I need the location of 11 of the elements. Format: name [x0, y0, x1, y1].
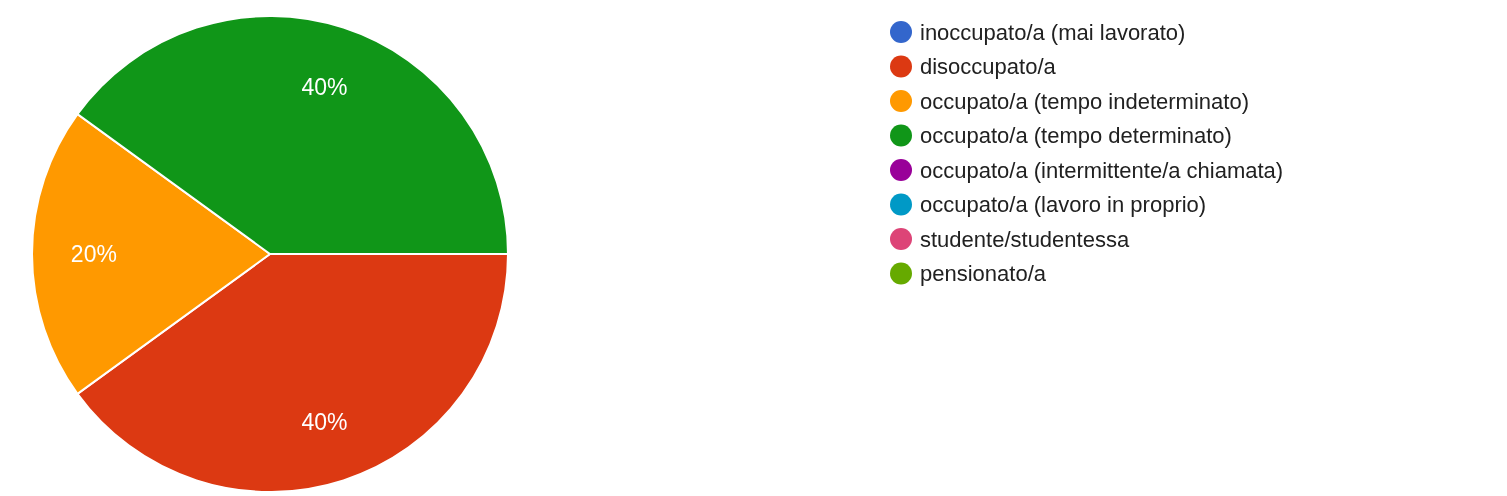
legend-label: inoccupato/a (mai lavorato) [920, 19, 1186, 45]
legend-label: pensionato/a [920, 261, 1047, 287]
data-label: 40% [301, 408, 348, 435]
legend-label: studente/studentessa [920, 226, 1130, 252]
legend-label: occupato/a (lavoro in proprio) [920, 192, 1207, 218]
legend-label: occupato/a (tempo determinato) [920, 123, 1232, 149]
data-label: 20% [70, 241, 117, 268]
data-label: 40% [301, 73, 348, 100]
legend-label: occupato/a (tempo indeterminato) [920, 88, 1249, 114]
legend-label: disoccupato/a [920, 54, 1057, 80]
legend-label: occupato/a (intermittente/a chiamata) [920, 157, 1284, 183]
